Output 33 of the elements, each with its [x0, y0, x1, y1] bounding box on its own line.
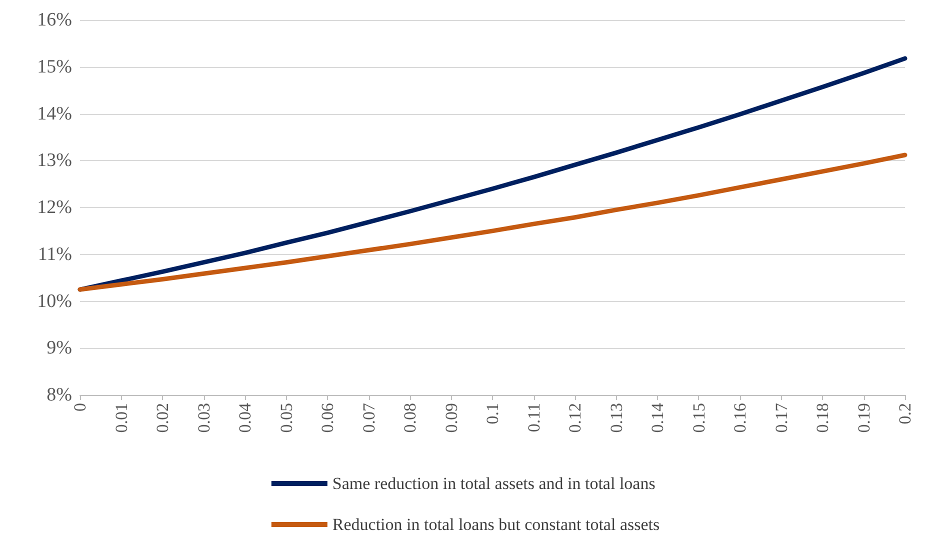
x-tick-label: 0.09: [442, 403, 461, 433]
y-tick-label: 9%: [46, 338, 72, 359]
y-tick-label: 12%: [37, 197, 72, 218]
legend-label: Reduction in total loans but constant total assets: [332, 515, 660, 534]
x-tick-label: 0.13: [606, 403, 626, 433]
x-tick-label: 0.03: [194, 403, 214, 433]
x-tick-label: 0: [70, 403, 90, 412]
y-tick-label: 16%: [37, 10, 72, 30]
x-tick-label: 0.18: [813, 403, 832, 433]
x-tick-label: 0.2: [896, 403, 914, 424]
x-tick-label: 0.06: [318, 403, 337, 433]
x-tick-label: 0.02: [153, 403, 172, 433]
x-tick-label: 0.04: [236, 402, 254, 433]
x-tick-label: 0.17: [772, 402, 791, 433]
line-series: [78, 152, 908, 292]
x-tick-label: 0.11: [524, 403, 544, 432]
x-tick-label: 0.08: [400, 403, 420, 433]
y-tick-label: 14%: [37, 103, 72, 124]
x-tick-label: 0.19: [854, 403, 874, 433]
x-tick-label: 0.1: [483, 403, 502, 424]
x-tick-label: 0.01: [112, 403, 131, 433]
x-tick-label: 0.12: [566, 403, 584, 433]
y-tick-label: 10%: [37, 290, 72, 312]
x-tick-label: 0.16: [730, 403, 750, 433]
x-tick-label: 0.15: [689, 403, 708, 433]
x-tick-label: 0.14: [648, 402, 667, 433]
x-tick-label: 0.05: [276, 403, 296, 433]
legend-label: Same reduction in total assets and in total loans: [332, 474, 656, 493]
x-tick-label: 0.07: [359, 402, 378, 433]
y-tick-label: 8%: [46, 384, 72, 406]
y-tick-label: 15%: [37, 56, 72, 78]
y-tick-label: 11%: [38, 244, 72, 265]
y-tick-label: 13%: [37, 150, 72, 172]
